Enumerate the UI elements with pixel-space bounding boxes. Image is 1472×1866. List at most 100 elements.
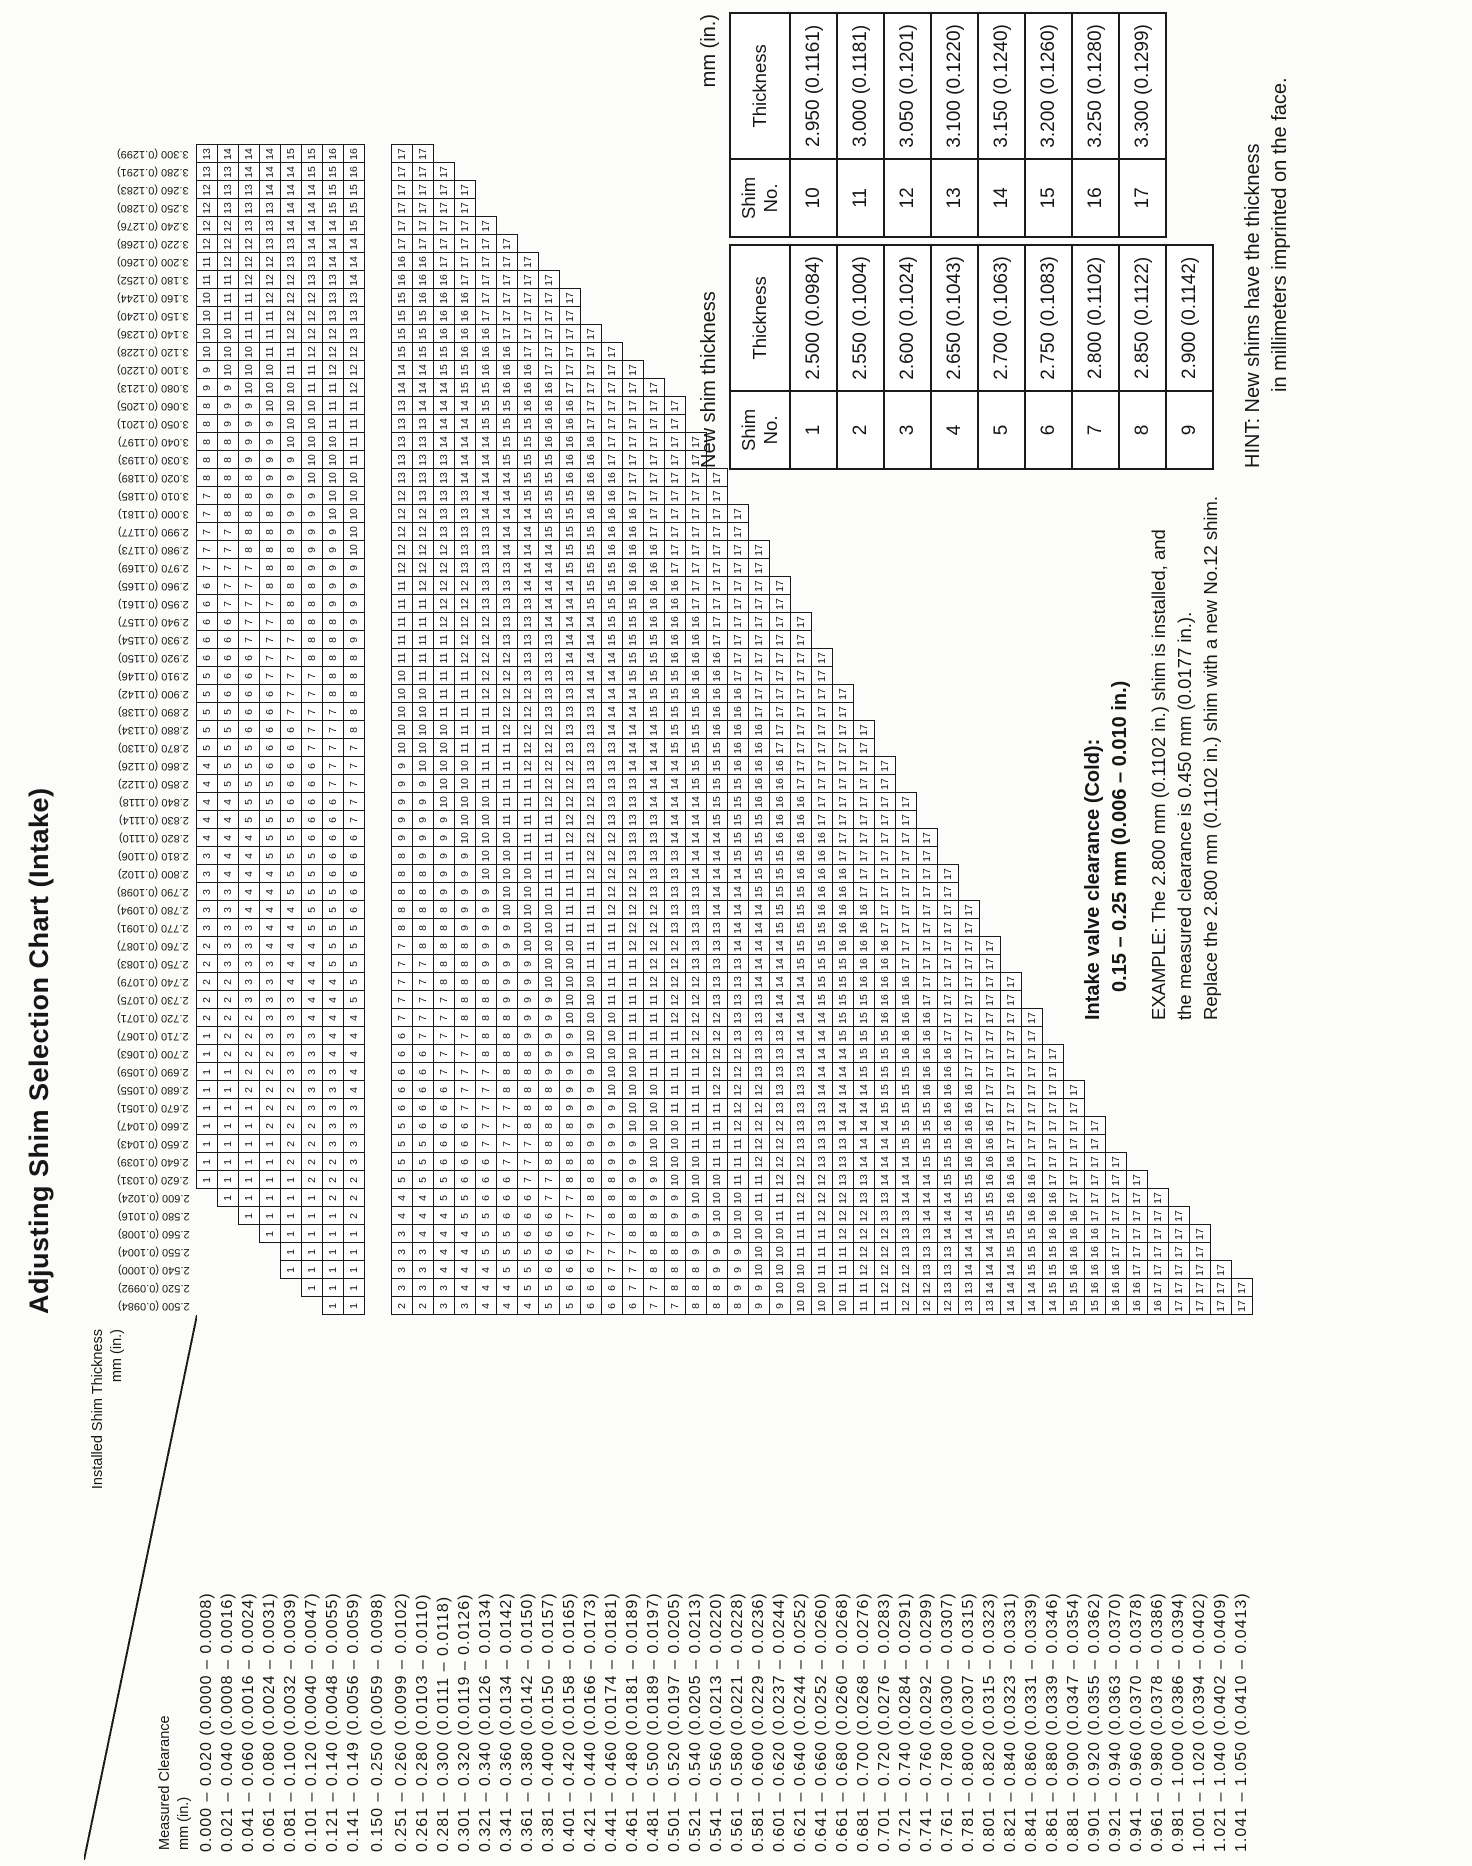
shim-number-cell: 15 bbox=[895, 1135, 917, 1153]
shim-number-cell: 17 bbox=[937, 1027, 959, 1045]
shim-number-cell: 11 bbox=[343, 415, 365, 433]
shim-number-cell: 15 bbox=[832, 1027, 854, 1045]
shim-number-cell: 14 bbox=[727, 919, 749, 937]
shim-number-cell: 17 bbox=[895, 847, 917, 865]
empty-cell bbox=[980, 649, 1001, 667]
shim-number-cell: 14 bbox=[343, 253, 365, 271]
shim-number-cell: 11 bbox=[685, 1117, 707, 1135]
shim-number-cell: 14 bbox=[412, 361, 434, 379]
measured-clearance-row-label: 1.001 – 1.020 (0.0394 – 0.0402) bbox=[1191, 1592, 1208, 1852]
shim-number-cell: 17 bbox=[769, 613, 791, 631]
shim-number-cell: 17 bbox=[412, 217, 434, 235]
empty-cell bbox=[959, 793, 980, 811]
shim-number-cell: 16 bbox=[664, 613, 686, 631]
shim-number-cell: 9 bbox=[769, 1297, 791, 1315]
shim-number-cell: 17 bbox=[496, 271, 518, 289]
shim-number-cell: 15 bbox=[853, 1063, 875, 1081]
shim-number-cell: 4 bbox=[196, 829, 218, 847]
shim-number-cell: 12 bbox=[748, 1117, 770, 1135]
shim-number-cell: 5 bbox=[412, 1135, 434, 1153]
shim-number-cell: 5 bbox=[196, 739, 218, 757]
shim-number-cell: 15 bbox=[496, 433, 518, 451]
shim-number-cell: 11 bbox=[217, 289, 239, 307]
empty-cell bbox=[854, 523, 875, 541]
shim-number-cell: 15 bbox=[1021, 1261, 1043, 1279]
empty-cell bbox=[1148, 1027, 1169, 1045]
empty-cell bbox=[1022, 775, 1043, 793]
shim-number-cell: 2 bbox=[301, 1117, 323, 1135]
shim-number-cell: 17 bbox=[895, 955, 917, 973]
shim-number-cell: 14 bbox=[937, 1225, 959, 1243]
shim-number-cell: 17 bbox=[1147, 1261, 1169, 1279]
shim-number-cell: 17 bbox=[1000, 1045, 1022, 1063]
shim-number-cell: 10 bbox=[517, 937, 539, 955]
empty-cell bbox=[812, 523, 833, 541]
shim-number-cell: 9 bbox=[706, 1243, 728, 1261]
empty-cell bbox=[455, 145, 476, 163]
empty-cell bbox=[1232, 991, 1253, 1009]
shim-number-cell: 16 bbox=[622, 541, 644, 559]
shim-number-cell: 17 bbox=[601, 397, 623, 415]
shim-number-cell: 14 bbox=[979, 1243, 1001, 1261]
shim-number-cell: 14 bbox=[832, 1045, 854, 1063]
shim-number-cell: 17 bbox=[664, 523, 686, 541]
shim-number-cell: 10 bbox=[217, 343, 239, 361]
shim-number-cell: 2 bbox=[217, 1045, 239, 1063]
shim-number-cell: 7 bbox=[238, 613, 260, 631]
shim-number-cell: 16 bbox=[811, 847, 833, 865]
shim-number-cell: 1 bbox=[217, 1081, 239, 1099]
shim-number-cell: 11 bbox=[475, 703, 497, 721]
shim-number-cell: 14 bbox=[454, 433, 476, 451]
shim-no-value: 3 bbox=[884, 390, 931, 469]
shim-number-cell: 17 bbox=[937, 901, 959, 919]
shim-number-cell: 15 bbox=[301, 163, 323, 181]
installed-shim-column-header: 2.930 (0.1154) bbox=[118, 634, 189, 647]
shim-number-cell: 8 bbox=[580, 1153, 602, 1171]
shim-number-cell: 7 bbox=[601, 1225, 623, 1243]
shim-number-cell: 17 bbox=[727, 613, 749, 631]
empty-cell bbox=[581, 271, 602, 289]
shim-number-cell: 17 bbox=[1021, 1009, 1043, 1027]
shim-number-cell: 11 bbox=[217, 271, 239, 289]
shim-number-cell: 13 bbox=[895, 1225, 917, 1243]
shim-number-cell: 5 bbox=[496, 1261, 518, 1279]
shim-number-cell: 14 bbox=[874, 1117, 896, 1135]
measured-clearance-row-label: 0.061 – 0.080 (0.0024 – 0.0031) bbox=[261, 1592, 278, 1852]
shim-number-cell: 6 bbox=[280, 721, 302, 739]
installed-shim-column-header: 3.300 (0.1299) bbox=[117, 148, 189, 161]
shim-number-cell: 12 bbox=[496, 667, 518, 685]
shim-number-cell: 7 bbox=[622, 1243, 644, 1261]
shim-number-cell: 15 bbox=[832, 955, 854, 973]
shim-number-cell: 12 bbox=[622, 919, 644, 937]
empty-cell bbox=[854, 703, 875, 721]
shim-number-cell: 6 bbox=[343, 865, 365, 883]
shim-number-cell: 6 bbox=[580, 1279, 602, 1297]
empty-cell bbox=[581, 163, 602, 181]
shim-number-cell: 11 bbox=[769, 1207, 791, 1225]
installed-shim-column-header: 3.060 (0.1205) bbox=[117, 400, 189, 413]
shim-number-cell: 11 bbox=[790, 1225, 812, 1243]
shim-number-cell: 11 bbox=[391, 631, 413, 649]
empty-cell bbox=[1211, 1117, 1232, 1135]
clearance-spec-title: Intake valve clearance (Cold): bbox=[1082, 738, 1104, 1020]
shim-number-cell: 3 bbox=[196, 847, 218, 865]
shim-number-cell: 17 bbox=[832, 775, 854, 793]
shim-number-cell: 10 bbox=[238, 343, 260, 361]
shim-number-cell: 17 bbox=[832, 703, 854, 721]
empty-cell bbox=[1232, 595, 1253, 613]
shim-number-cell: 14 bbox=[811, 1027, 833, 1045]
shim-number-cell: 7 bbox=[259, 595, 281, 613]
shim-number-cell: 8 bbox=[322, 649, 344, 667]
shim-number-cell: 13 bbox=[412, 433, 434, 451]
shim-number-cell: 17 bbox=[1105, 1207, 1127, 1225]
shim-number-cell: 16 bbox=[1000, 1189, 1022, 1207]
shim-number-cell: 7 bbox=[412, 991, 434, 1009]
shim-number-cell: 7 bbox=[343, 811, 365, 829]
shim-number-cell: 9 bbox=[559, 1027, 581, 1045]
shim-number-cell: 5 bbox=[496, 1243, 518, 1261]
shim-number-cell: 4 bbox=[454, 1243, 476, 1261]
shim-number-cell: 11 bbox=[832, 1279, 854, 1297]
shim-number-cell: 1 bbox=[196, 1027, 218, 1045]
installed-shim-column-header: 2.880 (0.1134) bbox=[118, 724, 189, 737]
shim-number-cell: 3 bbox=[391, 1225, 413, 1243]
